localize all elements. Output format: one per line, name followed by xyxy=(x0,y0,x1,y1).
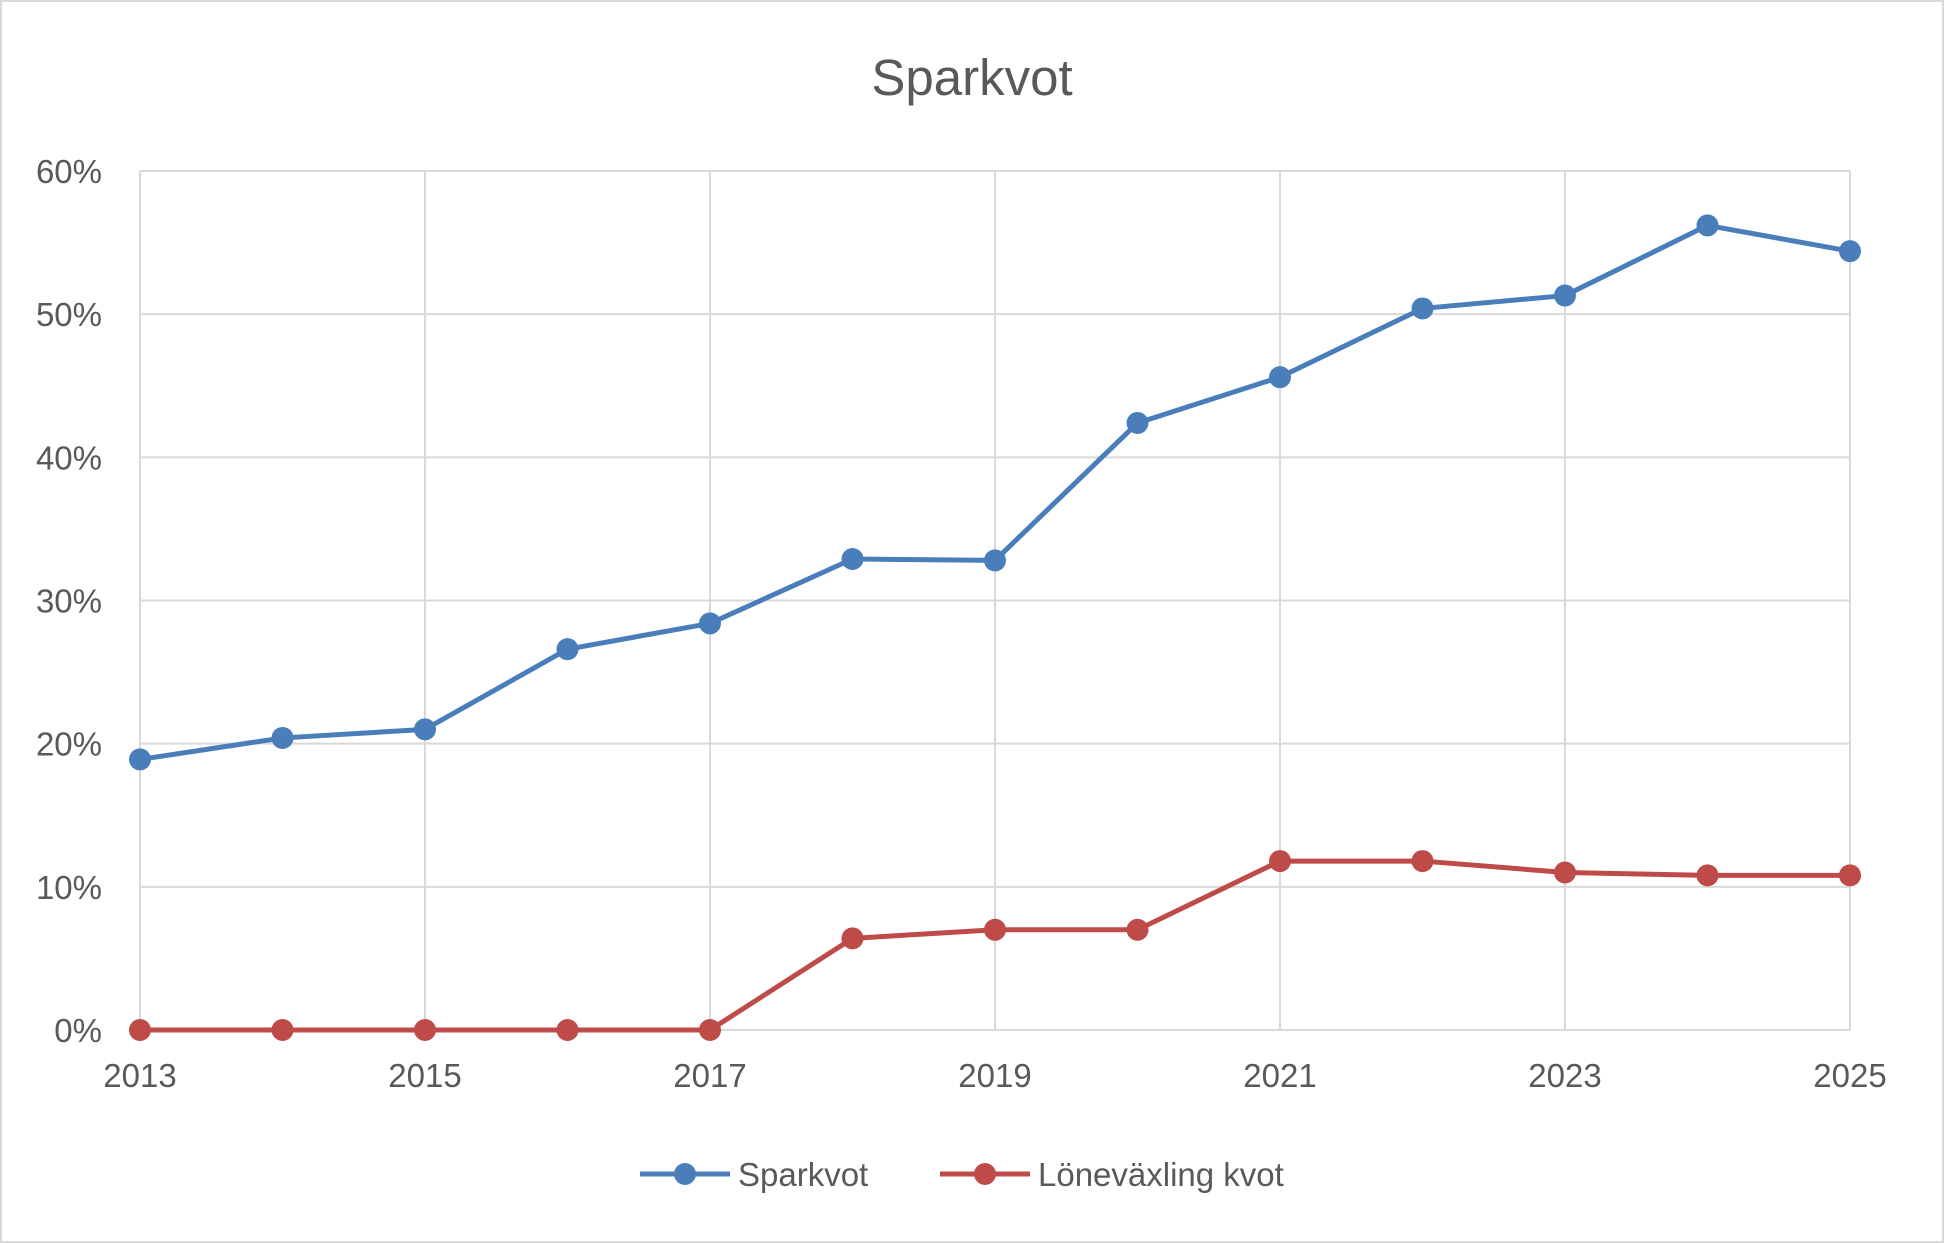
legend-item: Löneväxling kvot xyxy=(940,1156,1284,1193)
legend-label: Löneväxling kvot xyxy=(1038,1156,1284,1193)
x-tick-label: 2015 xyxy=(388,1057,461,1094)
y-tick-label: 60% xyxy=(36,153,102,190)
data-point xyxy=(1839,864,1861,887)
data-point xyxy=(556,638,579,661)
legend-label: Sparkvot xyxy=(738,1156,868,1193)
x-tick-label: 2021 xyxy=(1243,1057,1316,1094)
y-tick-label: 50% xyxy=(36,296,102,333)
data-point xyxy=(1411,297,1434,320)
y-axis-ticks: 0% 10% 20% 30% 40% 50% 60% xyxy=(36,153,102,1049)
x-tick-label: 2023 xyxy=(1528,1057,1601,1094)
data-point xyxy=(414,1019,436,1041)
data-point xyxy=(1554,284,1576,307)
data-point xyxy=(556,1019,579,1041)
y-tick-label: 30% xyxy=(36,583,102,620)
data-point xyxy=(1269,850,1291,873)
data-point xyxy=(271,1019,294,1041)
legend: Sparkvot Löneväxling kvot xyxy=(640,1156,1284,1193)
x-tick-label: 2017 xyxy=(673,1057,746,1094)
gridlines xyxy=(139,170,1851,1031)
data-point xyxy=(984,549,1006,572)
x-axis-ticks: 2013 2015 2017 2019 2021 2023 2025 xyxy=(103,1057,1886,1094)
data-point xyxy=(1411,850,1434,873)
series-1 xyxy=(129,850,1861,1041)
data-point xyxy=(271,726,294,749)
legend-marker xyxy=(974,1163,996,1185)
chart-title: Sparkvot xyxy=(871,49,1072,106)
data-point xyxy=(1696,864,1719,887)
data-point xyxy=(984,918,1006,941)
data-point xyxy=(1126,918,1149,941)
x-tick-label: 2013 xyxy=(103,1057,176,1094)
data-point xyxy=(841,547,864,570)
y-tick-label: 40% xyxy=(36,439,102,476)
data-point xyxy=(129,1019,151,1041)
data-point xyxy=(1269,366,1291,389)
x-tick-label: 2019 xyxy=(958,1057,1031,1094)
data-point xyxy=(1554,861,1576,884)
legend-marker xyxy=(674,1163,696,1185)
data-point xyxy=(1126,411,1149,434)
series-0 xyxy=(129,214,1861,771)
data-point xyxy=(414,718,436,741)
legend-item: Sparkvot xyxy=(640,1156,868,1193)
data-point xyxy=(841,927,864,950)
data-point xyxy=(129,748,151,771)
y-tick-label: 0% xyxy=(54,1012,102,1049)
data-point xyxy=(699,612,721,635)
y-tick-label: 10% xyxy=(36,869,102,906)
x-tick-label: 2025 xyxy=(1813,1057,1886,1094)
data-point xyxy=(1696,214,1719,237)
data-point xyxy=(1839,240,1861,263)
y-tick-label: 20% xyxy=(36,726,102,763)
data-point xyxy=(699,1019,721,1041)
series-group xyxy=(129,214,1861,1041)
